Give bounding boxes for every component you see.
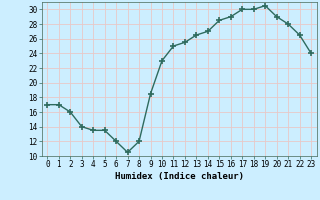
X-axis label: Humidex (Indice chaleur): Humidex (Indice chaleur) — [115, 172, 244, 181]
